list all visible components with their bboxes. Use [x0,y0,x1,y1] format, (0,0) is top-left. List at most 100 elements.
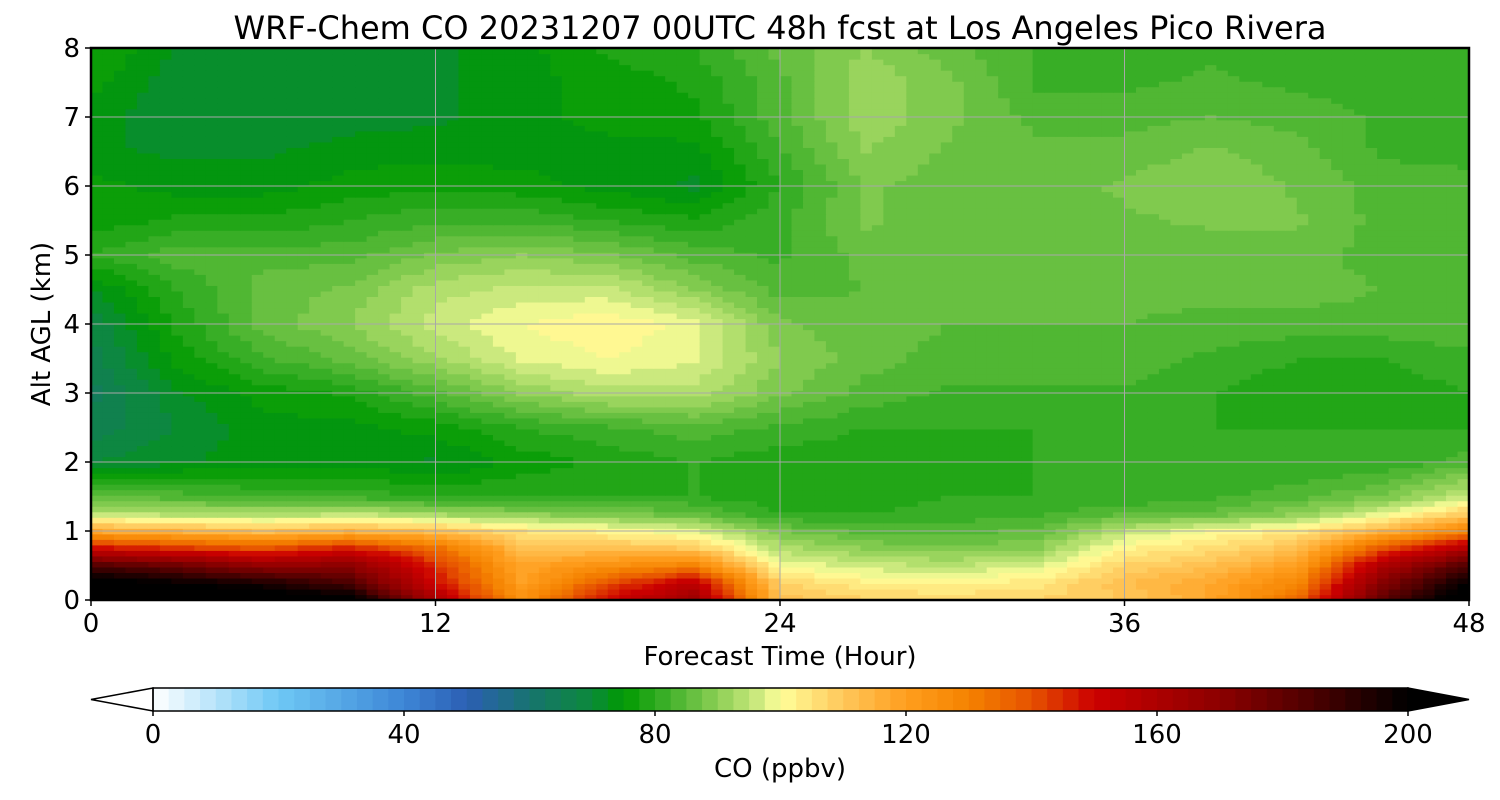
heatmap-cell [699,450,712,458]
heatmap-cell [343,533,356,540]
heatmap-cell [435,423,448,430]
heatmap-cell [148,412,161,419]
heatmap-cell [171,550,184,557]
heatmap-cell [802,445,816,452]
heatmap-cell [1090,489,1103,496]
heatmap-cell [171,522,184,529]
heatmap-cell [91,500,104,507]
heatmap-cell [1135,539,1149,546]
heatmap-cell [1411,577,1424,585]
heatmap-cell [1193,467,1206,474]
heatmap-cell [1388,561,1401,568]
heatmap-cell [1446,539,1459,546]
heatmap-cell [1262,577,1275,585]
heatmap-cell [619,522,632,529]
heatmap-cell [148,439,161,447]
heatmap-cell [561,495,574,502]
heatmap-cell [642,462,655,469]
heatmap-cell [320,517,333,524]
heatmap-cell [1158,500,1172,507]
heatmap-cell [1434,379,1447,386]
heatmap-cell [286,428,299,435]
heatmap-cell [665,555,678,562]
heatmap-cell [1434,533,1447,540]
heatmap-cell [125,401,138,408]
heatmap-cell [780,379,793,386]
heatmap-cell [446,539,460,546]
heatmap-cell [125,566,138,573]
heatmap-cell [1181,583,1194,590]
heatmap-cell [1296,522,1309,529]
heatmap-cell [929,406,942,413]
heatmap-cell [550,401,563,408]
heatmap-cell [940,511,953,518]
heatmap-cell [458,423,471,430]
heatmap-cell [1296,417,1309,424]
heatmap-cell [630,478,643,485]
heatmap-cell [389,495,402,502]
heatmap-cell [917,373,930,380]
heatmap-cell [205,544,218,551]
heatmap-cell [1170,379,1183,386]
heatmap-cell [1193,379,1206,386]
heatmap-cell [573,379,586,386]
heatmap-cell [159,533,172,540]
heatmap-cell [1331,555,1344,562]
heatmap-cell [274,506,287,513]
heatmap-cell [435,379,448,386]
heatmap-cell [998,572,1011,579]
heatmap-cell [446,533,460,540]
heatmap-cell [1124,588,1137,596]
heatmap-cell [550,506,563,513]
heatmap-cell [125,517,138,524]
heatmap-cell [1193,489,1206,496]
heatmap-cell [1170,395,1183,402]
heatmap-cell [550,462,563,469]
heatmap-cell [1319,500,1332,507]
heatmap-cell [1204,544,1217,551]
heatmap-cell [343,577,356,585]
heatmap-cell [860,462,873,469]
heatmap-cell [217,412,230,419]
heatmap-cell [952,506,965,513]
heatmap-cell [1055,511,1068,518]
heatmap-cell [860,373,873,380]
heatmap-cell [802,500,816,507]
heatmap-cell [1262,373,1275,380]
heatmap-cell [1365,450,1378,458]
heatmap-cell [940,539,953,546]
heatmap-cell [1239,379,1252,386]
heatmap-cell [136,522,150,529]
heatmap-cell [1296,428,1309,435]
heatmap-cell [297,550,310,557]
heatmap-cell [1078,406,1091,413]
heatmap-cell [355,439,368,447]
heatmap-cell [1113,384,1126,391]
heatmap-cell [458,539,471,546]
heatmap-cell [538,456,551,463]
heatmap-cell [1124,544,1137,551]
heatmap-cell [665,473,678,480]
heatmap-cell [929,395,942,402]
heatmap-cell [217,517,230,524]
heatmap-cell [91,395,104,402]
heatmap-cell [504,583,517,590]
heatmap-cell [848,423,861,430]
heatmap-cell [194,577,207,585]
heatmap-cell [596,550,609,557]
heatmap-cell [1101,450,1114,458]
heatmap-cell [1067,384,1080,391]
heatmap-cell [504,401,517,408]
heatmap-cell [722,555,735,562]
heatmap-cell [561,428,574,435]
heatmap-cell [917,511,930,518]
heatmap-cell [998,566,1011,573]
heatmap-cell [1262,522,1275,529]
heatmap-cell [251,594,264,600]
heatmap-cell [102,395,115,402]
heatmap-cell [1078,384,1091,391]
heatmap-cell [1044,373,1057,380]
heatmap-cell [366,467,379,474]
heatmap-cell [1067,467,1080,474]
heatmap-cell [1009,417,1022,424]
